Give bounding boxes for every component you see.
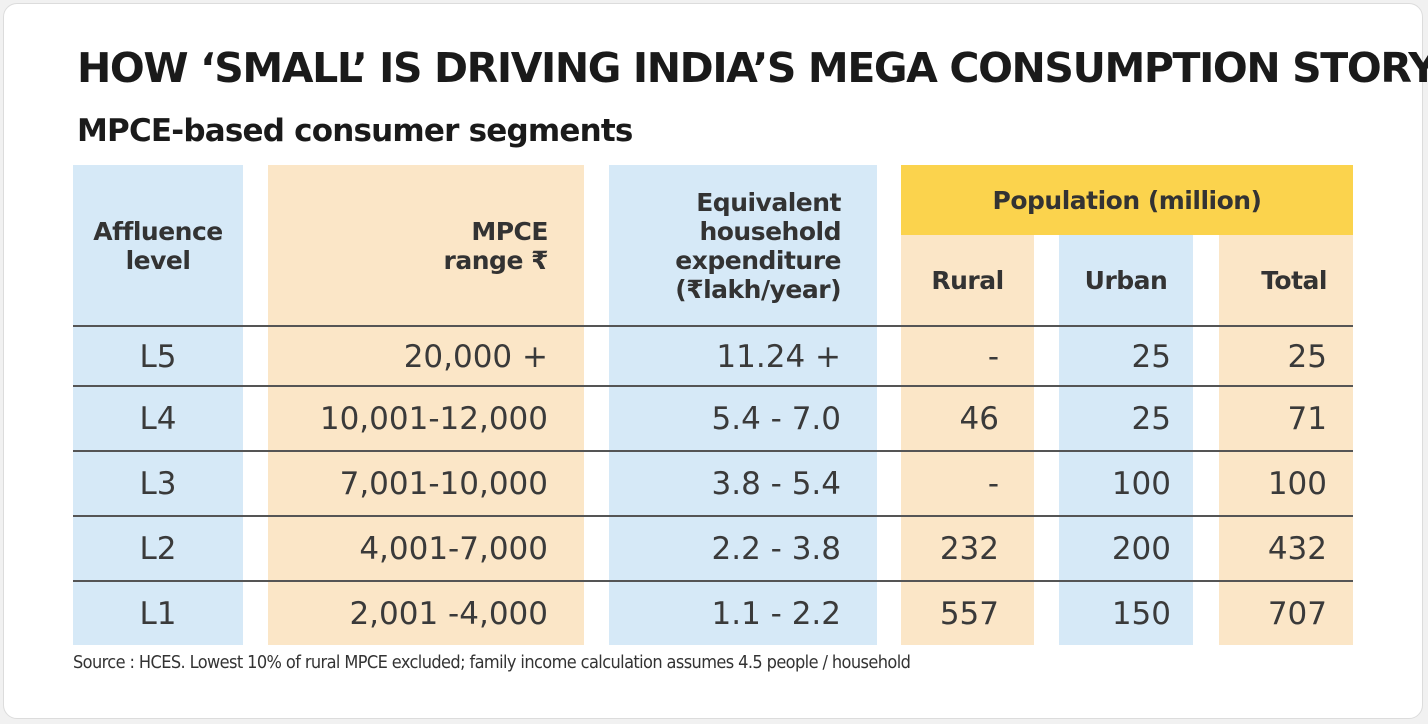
source-note: Source : HCES. Lowest 10% of rural MPCE … — [73, 652, 911, 673]
header-urban: Urban — [1059, 235, 1193, 326]
cell-affluence-level: L5 — [139, 339, 177, 375]
cell-mpce-range: 7,001-10,000 — [339, 466, 548, 502]
cell-urban: 25 — [1131, 401, 1171, 437]
row-divider — [73, 385, 1353, 387]
row-divider — [73, 580, 1353, 582]
header-line: Rural — [931, 266, 1004, 295]
affluence-column-bg — [73, 165, 243, 645]
header-affluence-level: Affluence level — [73, 165, 243, 326]
header-rural: Rural — [901, 235, 1034, 326]
cell-urban: 100 — [1111, 466, 1171, 502]
header-line: level — [125, 245, 191, 275]
cell-total: 100 — [1267, 466, 1327, 502]
cell-urban: 25 — [1131, 339, 1171, 375]
cell-household-expenditure: 2.2 - 3.8 — [711, 531, 842, 567]
cell-urban: 200 — [1111, 531, 1171, 567]
cell-household-expenditure: 3.8 - 5.4 — [711, 466, 842, 502]
total-column-bg — [1219, 235, 1353, 645]
cell-affluence-level: L1 — [139, 596, 177, 632]
header-line: Urban — [1084, 266, 1168, 295]
row-divider — [73, 450, 1353, 452]
header-line: (₹lakh/year) — [675, 274, 841, 304]
cell-rural: 232 — [939, 531, 999, 567]
cell-total: 71 — [1287, 401, 1327, 437]
header-household-expenditure: Equivalent household expenditure (₹lakh/… — [609, 165, 841, 326]
cell-affluence-level: L4 — [139, 401, 177, 437]
header-line: household — [699, 216, 841, 246]
cell-total: 432 — [1267, 531, 1327, 567]
cell-mpce-range: 20,000 + — [403, 339, 548, 375]
chart-title: HOW ‘SMALL’ IS DRIVING INDIA’S MEGA CONS… — [77, 44, 1428, 92]
urban-column-bg — [1059, 235, 1193, 645]
header-line: Affluence — [93, 216, 223, 246]
row-divider — [73, 325, 1353, 327]
cell-household-expenditure: 11.24 + — [716, 339, 841, 375]
household-column-bg — [609, 165, 877, 645]
cell-rural: 557 — [939, 596, 999, 632]
cell-rural: - — [987, 339, 999, 375]
cell-rural: 46 — [959, 401, 999, 437]
cell-total: 707 — [1267, 596, 1327, 632]
cell-affluence-level: L2 — [139, 531, 177, 567]
cell-rural: - — [987, 466, 999, 502]
rural-column-bg — [901, 235, 1034, 645]
population-group-header: Population (million) — [992, 185, 1262, 215]
cell-household-expenditure: 5.4 - 7.0 — [711, 401, 842, 437]
header-line: Equivalent — [696, 187, 841, 217]
header-line: MPCE — [471, 216, 548, 246]
header-mpce-range: MPCE range ₹ — [268, 165, 549, 326]
population-header-band — [901, 165, 1353, 235]
cell-mpce-range: 4,001-7,000 — [359, 531, 548, 567]
cell-mpce-range: 2,001 -4,000 — [349, 596, 548, 632]
cell-household-expenditure: 1.1 - 2.2 — [711, 596, 842, 632]
header-line: Total — [1261, 266, 1327, 295]
mpce-column-bg — [268, 165, 584, 645]
cell-mpce-range: 10,001-12,000 — [319, 401, 548, 437]
cell-total: 25 — [1287, 339, 1327, 375]
cell-affluence-level: L3 — [139, 466, 177, 502]
header-line: expenditure — [675, 245, 841, 275]
header-total: Total — [1219, 235, 1327, 326]
row-divider — [73, 515, 1353, 517]
header-line: range ₹ — [443, 245, 549, 275]
chart-subtitle: MPCE-based consumer segments — [77, 113, 633, 149]
cell-urban: 150 — [1111, 596, 1171, 632]
